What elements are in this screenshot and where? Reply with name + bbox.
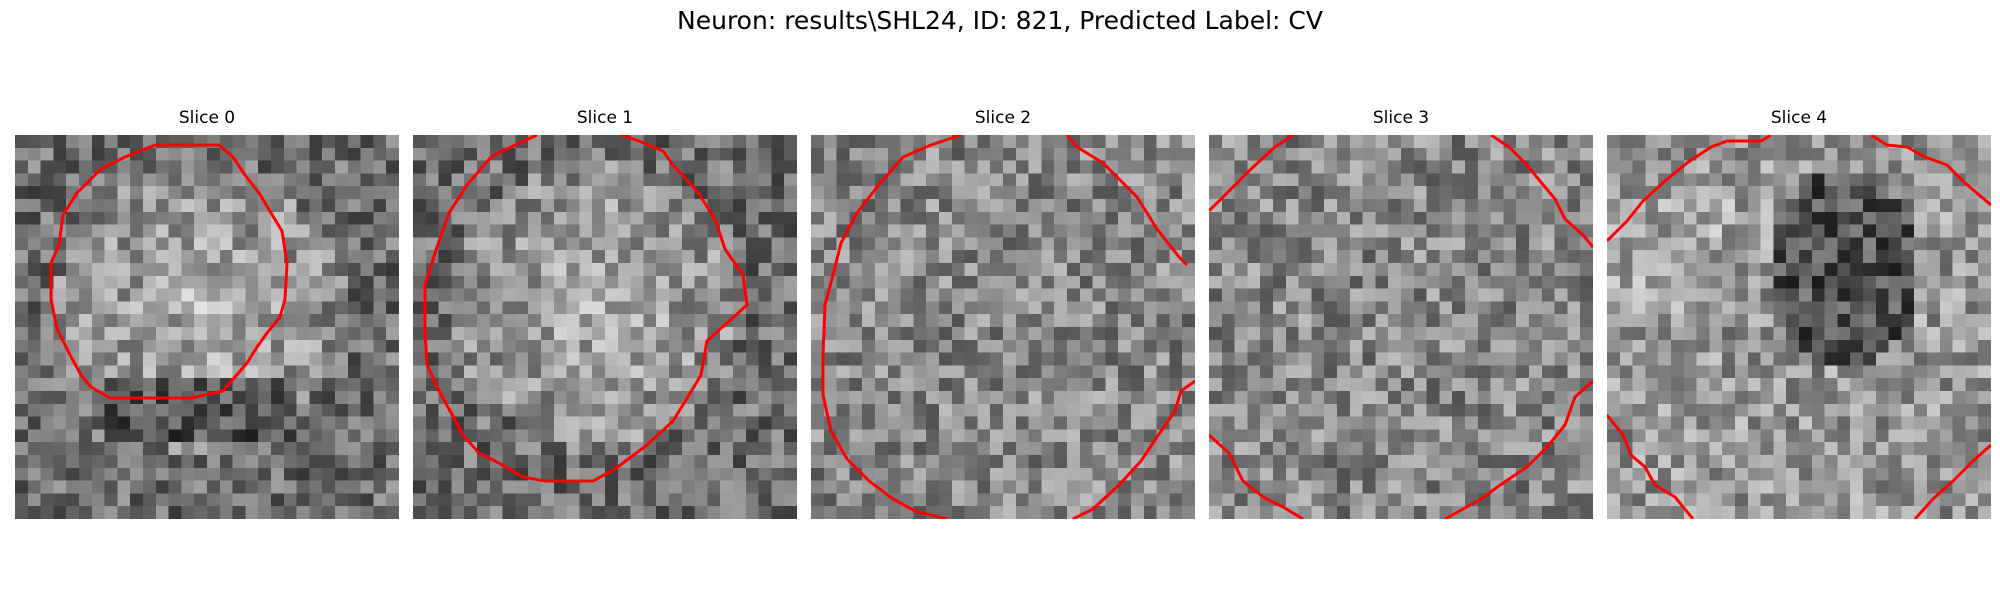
slice-image (15, 135, 399, 519)
slice-panel-2: Slice 2 (811, 105, 1195, 525)
slice-panel-4: Slice 4 (1607, 105, 1991, 525)
slice-title: Slice 0 (178, 108, 236, 128)
figure-title: Neuron: results\SHL24, ID: 821, Predicte… (677, 6, 1323, 35)
slice-image (811, 135, 1195, 519)
slice-panel-1: Slice 1 (413, 105, 797, 525)
slice-title: Slice 2 (974, 108, 1032, 128)
slice-image (1209, 135, 1593, 519)
slice-title: Slice 4 (1770, 108, 1828, 128)
slice-title: Slice 3 (1372, 108, 1430, 128)
roi-contour (821, 135, 1195, 519)
slice-title: Slice 1 (576, 108, 634, 128)
roi-contour (423, 135, 749, 483)
slice-image (1607, 135, 1991, 519)
slice-panel-3: Slice 3 (1209, 105, 1593, 525)
slice-panel-0: Slice 0 (15, 105, 399, 525)
roi-contour (49, 143, 289, 400)
roi-contour (1607, 135, 1991, 519)
slice-image (413, 135, 797, 519)
roi-contour (1209, 135, 1593, 519)
